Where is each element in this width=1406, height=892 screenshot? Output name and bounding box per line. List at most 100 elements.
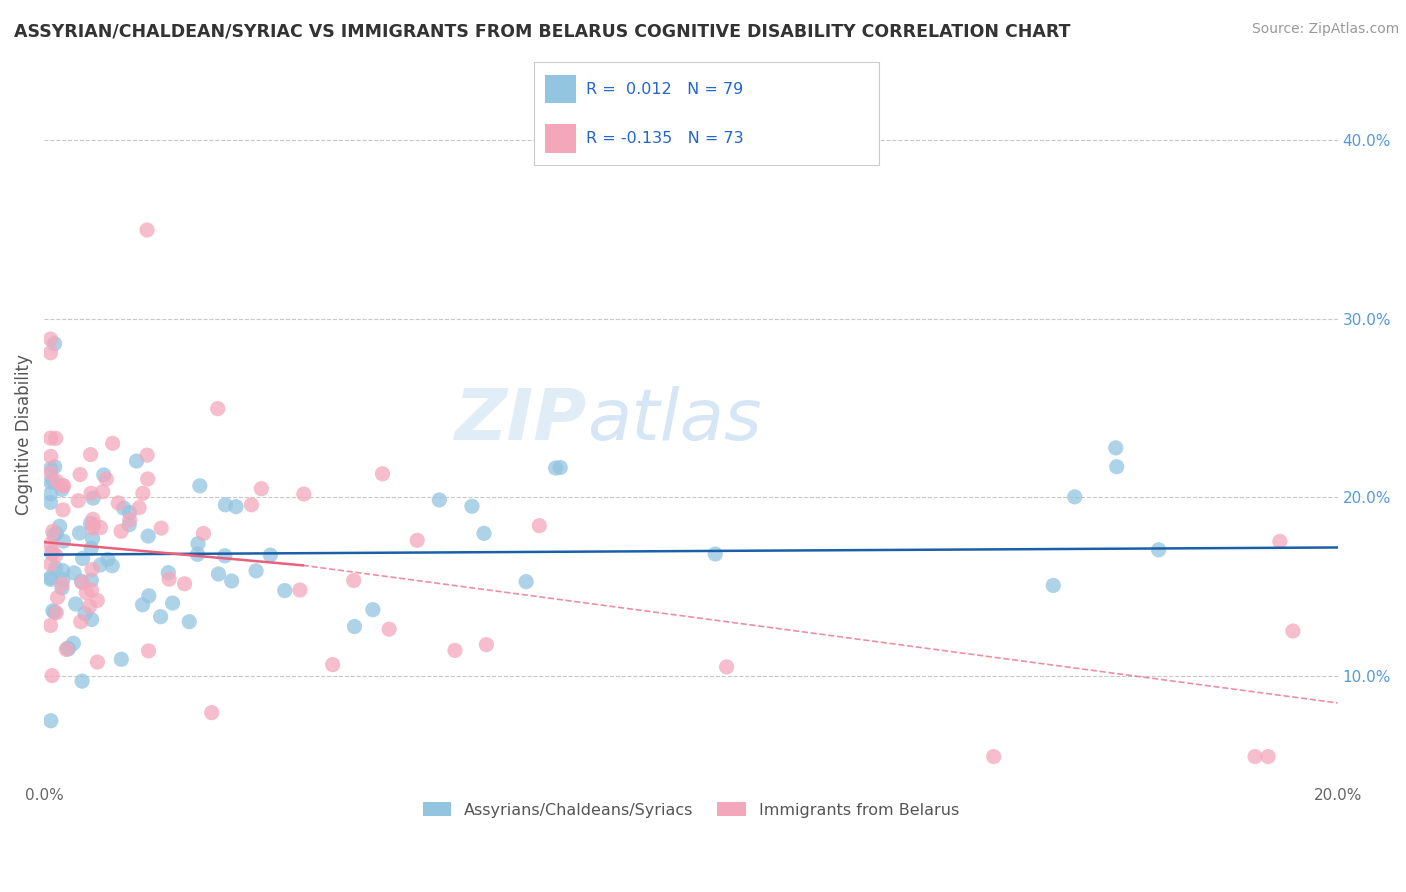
Point: [110, 652, 132, 666]
Point: [138, 589, 160, 603]
Point: [118, 506, 141, 520]
Point: [118, 513, 141, 527]
Point: [39, 573, 62, 587]
Point: [193, 526, 215, 541]
Point: [93, 467, 115, 482]
Point: [51, 483, 73, 497]
Point: [179, 615, 201, 629]
Point: [39, 537, 62, 551]
Point: [58, 642, 80, 657]
Point: [1268, 534, 1291, 549]
Point: [52, 534, 75, 549]
Point: [48, 519, 70, 533]
Point: [131, 598, 153, 612]
Point: [52, 478, 75, 492]
Point: [118, 517, 141, 532]
Point: [73, 607, 96, 621]
Point: [46, 591, 69, 605]
Point: [55, 642, 77, 657]
Text: Source: ZipAtlas.com: Source: ZipAtlas.com: [1251, 22, 1399, 37]
Point: [44, 605, 66, 619]
Point: [472, 526, 495, 541]
Point: [136, 529, 159, 543]
Point: [62, 636, 84, 650]
Point: [86, 593, 108, 607]
Point: [70, 575, 93, 590]
Point: [79, 516, 101, 531]
Point: [65, 597, 87, 611]
Point: [56, 641, 79, 656]
Point: [136, 472, 159, 486]
Bar: [544, 124, 575, 153]
Text: atlas: atlas: [588, 386, 762, 456]
Point: [42, 524, 65, 539]
Point: [221, 574, 243, 588]
Point: [69, 467, 91, 482]
Point: [69, 615, 91, 629]
Point: [1282, 624, 1305, 638]
Point: [201, 706, 224, 720]
Point: [52, 479, 75, 493]
Point: [89, 521, 111, 535]
Point: [75, 586, 97, 600]
Point: [274, 583, 297, 598]
Point: [67, 493, 90, 508]
Point: [39, 332, 62, 346]
Point: [79, 448, 101, 462]
Point: [1244, 749, 1267, 764]
Point: [82, 512, 104, 526]
Point: [70, 574, 93, 589]
Point: [214, 549, 236, 563]
Point: [704, 547, 727, 561]
Point: [1105, 441, 1128, 455]
Point: [44, 336, 66, 351]
Point: [52, 503, 75, 517]
Point: [82, 521, 104, 535]
Point: [63, 566, 86, 580]
Point: [39, 462, 62, 476]
Point: [427, 493, 450, 508]
Point: [91, 484, 114, 499]
Point: [41, 668, 63, 682]
Point: [544, 461, 567, 475]
Bar: [544, 75, 575, 103]
Point: [214, 498, 236, 512]
Point: [173, 576, 195, 591]
Point: [39, 495, 62, 509]
Point: [112, 501, 135, 516]
Point: [207, 401, 229, 416]
Point: [371, 467, 394, 481]
Point: [225, 500, 247, 514]
Point: [97, 552, 120, 566]
Point: [461, 500, 484, 514]
Point: [42, 604, 65, 618]
Point: [292, 487, 315, 501]
Point: [548, 460, 571, 475]
Point: [444, 643, 467, 657]
Text: R = -0.135   N = 73: R = -0.135 N = 73: [586, 131, 744, 146]
Point: [39, 714, 62, 728]
Point: [39, 571, 62, 585]
Legend: Assyrians/Chaldeans/Syriacs, Immigrants from Belarus: Assyrians/Chaldeans/Syriacs, Immigrants …: [416, 796, 966, 824]
Point: [983, 749, 1005, 764]
Point: [1063, 490, 1085, 504]
Point: [51, 577, 73, 591]
Point: [250, 482, 273, 496]
Point: [45, 561, 67, 575]
Point: [45, 474, 67, 488]
Point: [39, 466, 62, 480]
Point: [72, 551, 94, 566]
Point: [51, 581, 73, 595]
Point: [529, 518, 551, 533]
Point: [101, 436, 124, 450]
Point: [240, 498, 263, 512]
Point: [157, 572, 180, 586]
Point: [86, 655, 108, 669]
Point: [42, 474, 65, 488]
Point: [82, 518, 104, 533]
Point: [39, 431, 62, 445]
Point: [157, 566, 180, 580]
Point: [80, 574, 103, 588]
Point: [82, 532, 104, 546]
Y-axis label: Cognitive Disability: Cognitive Disability: [15, 354, 32, 516]
